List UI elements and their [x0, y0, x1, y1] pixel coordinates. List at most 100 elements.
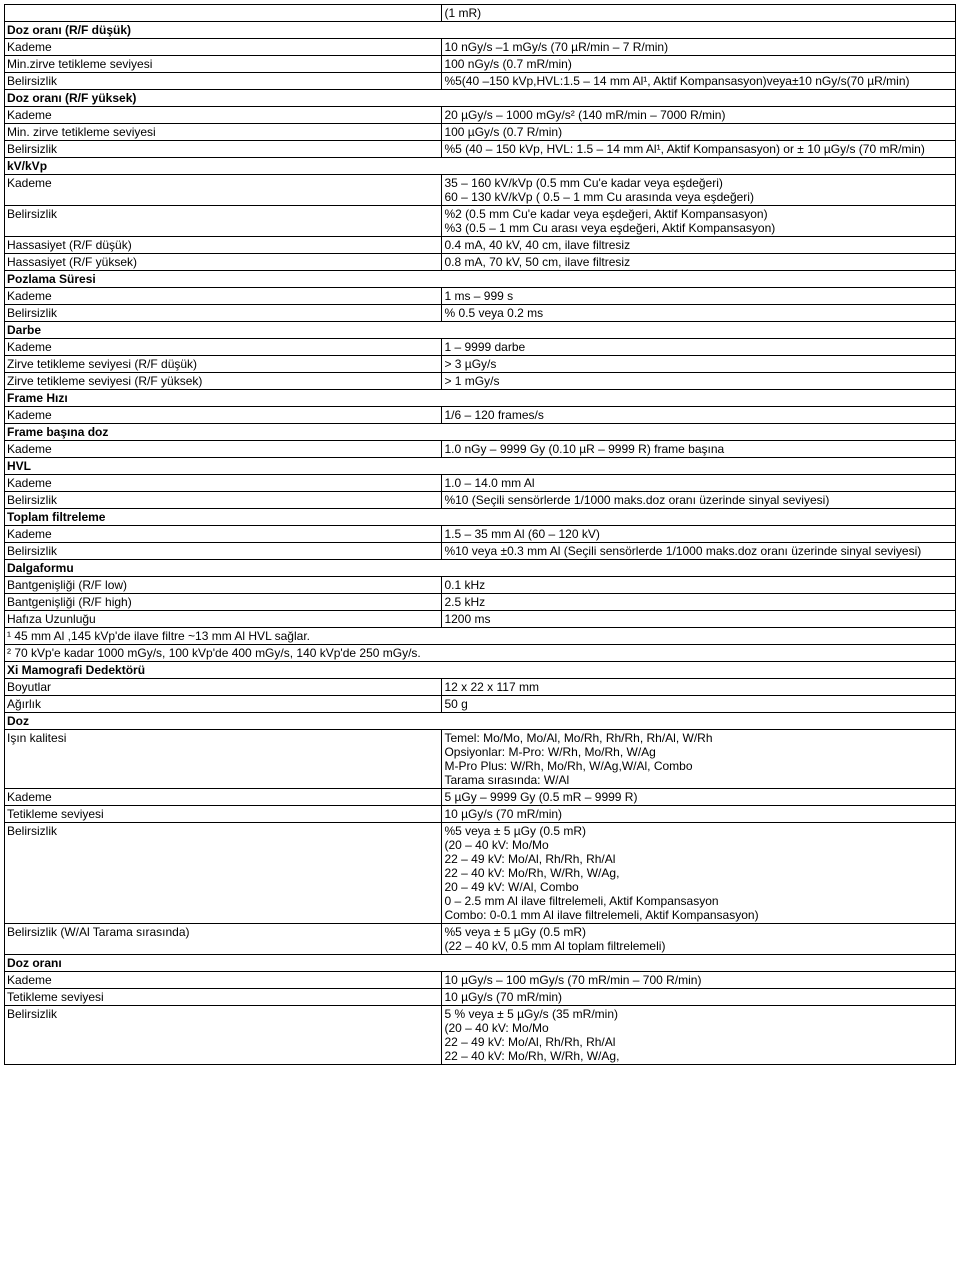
table-row: Bantgenişliği (R/F high)2.5 kHz: [5, 594, 956, 611]
spec-value: Temel: Mo/Mo, Mo/Al, Mo/Rh, Rh/Rh, Rh/Al…: [442, 730, 956, 789]
table-row: Kademe1.0 nGy – 9999 Gy (0.10 µR – 9999 …: [5, 441, 956, 458]
spec-label: Ağırlık: [5, 696, 442, 713]
table-row: Zirve tetikleme seviyesi (R/F yüksek)> 1…: [5, 373, 956, 390]
spec-value: (1 mR): [442, 5, 956, 22]
table-row: Işın kalitesiTemel: Mo/Mo, Mo/Al, Mo/Rh,…: [5, 730, 956, 789]
spec-value: 5 % veya ± 5 µGy/s (35 mR/min) (20 – 40 …: [442, 1006, 956, 1065]
table-row: Kademe10 nGy/s –1 mGy/s (70 µR/min – 7 R…: [5, 39, 956, 56]
spec-label: Hassasiyet (R/F yüksek): [5, 254, 442, 271]
section-header: Frame başına doz: [5, 424, 956, 441]
spec-value: 50 g: [442, 696, 956, 713]
spec-value: 1.0 nGy – 9999 Gy (0.10 µR – 9999 R) fra…: [442, 441, 956, 458]
table-row: Frame başına doz: [5, 424, 956, 441]
spec-label: Belirsizlik: [5, 73, 442, 90]
spec-label: Belirsizlik: [5, 543, 442, 560]
spec-value: 10 nGy/s –1 mGy/s (70 µR/min – 7 R/min): [442, 39, 956, 56]
spec-label: Belirsizlik: [5, 206, 442, 237]
spec-label: Kademe: [5, 475, 442, 492]
table-row: Kademe10 µGy/s – 100 mGy/s (70 mR/min – …: [5, 972, 956, 989]
table-row: Pozlama Süresi: [5, 271, 956, 288]
spec-label: Hassasiyet (R/F düşük): [5, 237, 442, 254]
table-row: Doz oranı: [5, 955, 956, 972]
spec-value: 1 ms – 999 s: [442, 288, 956, 305]
table-row: Kademe35 – 160 kV/kVp (0.5 mm Cu'e kadar…: [5, 175, 956, 206]
spec-label: [5, 5, 442, 22]
table-row: Hassasiyet (R/F düşük)0.4 mA, 40 kV, 40 …: [5, 237, 956, 254]
spec-value: %5 veya ± 5 µGy (0.5 mR) (20 – 40 kV: Mo…: [442, 823, 956, 924]
table-row: Zirve tetikleme seviyesi (R/F düşük)> 3 …: [5, 356, 956, 373]
table-row: (1 mR): [5, 5, 956, 22]
table-row: Ağırlık50 g: [5, 696, 956, 713]
table-row: Doz oranı (R/F yüksek): [5, 90, 956, 107]
spec-value: 1.5 – 35 mm Al (60 – 120 kV): [442, 526, 956, 543]
spec-value: 2.5 kHz: [442, 594, 956, 611]
table-row: Frame Hızı: [5, 390, 956, 407]
spec-label: Hafıza Uzunluğu: [5, 611, 442, 628]
table-row: Bantgenişliği (R/F low)0.1 kHz: [5, 577, 956, 594]
table-row: Hassasiyet (R/F yüksek)0.8 mA, 70 kV, 50…: [5, 254, 956, 271]
spec-value: 10 µGy/s – 100 mGy/s (70 mR/min – 700 R/…: [442, 972, 956, 989]
spec-label: Bantgenişliği (R/F high): [5, 594, 442, 611]
section-header: Darbe: [5, 322, 956, 339]
section-header: Doz: [5, 713, 956, 730]
table-row: HVL: [5, 458, 956, 475]
spec-label: Kademe: [5, 789, 442, 806]
table-row: Tetikleme seviyesi10 µGy/s (70 mR/min): [5, 806, 956, 823]
spec-value: %5(40 –150 kVp,HVL:1.5 – 14 mm Al¹, Akti…: [442, 73, 956, 90]
table-row: Kademe5 µGy – 9999 Gy (0.5 mR – 9999 R): [5, 789, 956, 806]
spec-label: Kademe: [5, 175, 442, 206]
table-row: Kademe1.0 – 14.0 mm Al: [5, 475, 956, 492]
spec-label: Işın kalitesi: [5, 730, 442, 789]
spec-label: Kademe: [5, 107, 442, 124]
spec-label: Belirsizlik: [5, 492, 442, 509]
spec-value: 1200 ms: [442, 611, 956, 628]
spec-value: 100 µGy/s (0.7 R/min): [442, 124, 956, 141]
spec-label: Belirsizlik: [5, 305, 442, 322]
spec-label: Belirsizlik (W/Al Tarama sırasında): [5, 924, 442, 955]
table-row: Min.zirve tetikleme seviyesi100 nGy/s (0…: [5, 56, 956, 73]
spec-value: 12 x 22 x 117 mm: [442, 679, 956, 696]
table-row: Boyutlar12 x 22 x 117 mm: [5, 679, 956, 696]
spec-value: 20 µGy/s – 1000 mGy/s² (140 mR/min – 700…: [442, 107, 956, 124]
section-header: Toplam filtreleme: [5, 509, 956, 526]
section-header: Doz oranı: [5, 955, 956, 972]
spec-value: 1/6 – 120 frames/s: [442, 407, 956, 424]
spec-label: Kademe: [5, 441, 442, 458]
spec-label: Belirsizlik: [5, 1006, 442, 1065]
spec-value: 10 µGy/s (70 mR/min): [442, 989, 956, 1006]
table-row: Kademe20 µGy/s – 1000 mGy/s² (140 mR/min…: [5, 107, 956, 124]
table-row: Doz: [5, 713, 956, 730]
spec-label: Min.zirve tetikleme seviyesi: [5, 56, 442, 73]
spec-value: 0.8 mA, 70 kV, 50 cm, ilave filtresiz: [442, 254, 956, 271]
table-row: Belirsizlik%5 (40 – 150 kVp, HVL: 1.5 – …: [5, 141, 956, 158]
section-header: HVL: [5, 458, 956, 475]
table-row: Belirsizlik%5 veya ± 5 µGy (0.5 mR) (20 …: [5, 823, 956, 924]
spec-label: Boyutlar: [5, 679, 442, 696]
spec-label: Bantgenişliği (R/F low): [5, 577, 442, 594]
spec-label: Kademe: [5, 407, 442, 424]
table-row: Belirsizlik%10 (Seçili sensörlerde 1/100…: [5, 492, 956, 509]
section-header: Dalgaformu: [5, 560, 956, 577]
table-row: Kademe1 ms – 999 s: [5, 288, 956, 305]
table-row: Belirsizlik%2 (0.5 mm Cu'e kadar veya eş…: [5, 206, 956, 237]
table-row: Belirsizlik%10 veya ±0.3 mm Al (Seçili s…: [5, 543, 956, 560]
footnote: ¹ 45 mm Al ,145 kVp'de ilave filtre ~13 …: [5, 628, 956, 645]
table-row: kV/kVp: [5, 158, 956, 175]
table-row: Belirsizlik% 0.5 veya 0.2 ms: [5, 305, 956, 322]
spec-value: % 0.5 veya 0.2 ms: [442, 305, 956, 322]
spec-label: Kademe: [5, 339, 442, 356]
spec-label: Kademe: [5, 288, 442, 305]
table-row: Kademe1.5 – 35 mm Al (60 – 120 kV): [5, 526, 956, 543]
table-row: Darbe: [5, 322, 956, 339]
table-row: Xi Mamografi Dedektörü: [5, 662, 956, 679]
section-header: Doz oranı (R/F düşük): [5, 22, 956, 39]
spec-value: 1 – 9999 darbe: [442, 339, 956, 356]
spec-value: 0.1 kHz: [442, 577, 956, 594]
table-row: Min. zirve tetikleme seviyesi100 µGy/s (…: [5, 124, 956, 141]
spec-value: %10 veya ±0.3 mm Al (Seçili sensörlerde …: [442, 543, 956, 560]
spec-value: %2 (0.5 mm Cu'e kadar veya eşdeğeri, Akt…: [442, 206, 956, 237]
spec-label: Kademe: [5, 39, 442, 56]
spec-label: Tetikleme seviyesi: [5, 989, 442, 1006]
section-header: Frame Hızı: [5, 390, 956, 407]
spec-value: %10 (Seçili sensörlerde 1/1000 maks.doz …: [442, 492, 956, 509]
